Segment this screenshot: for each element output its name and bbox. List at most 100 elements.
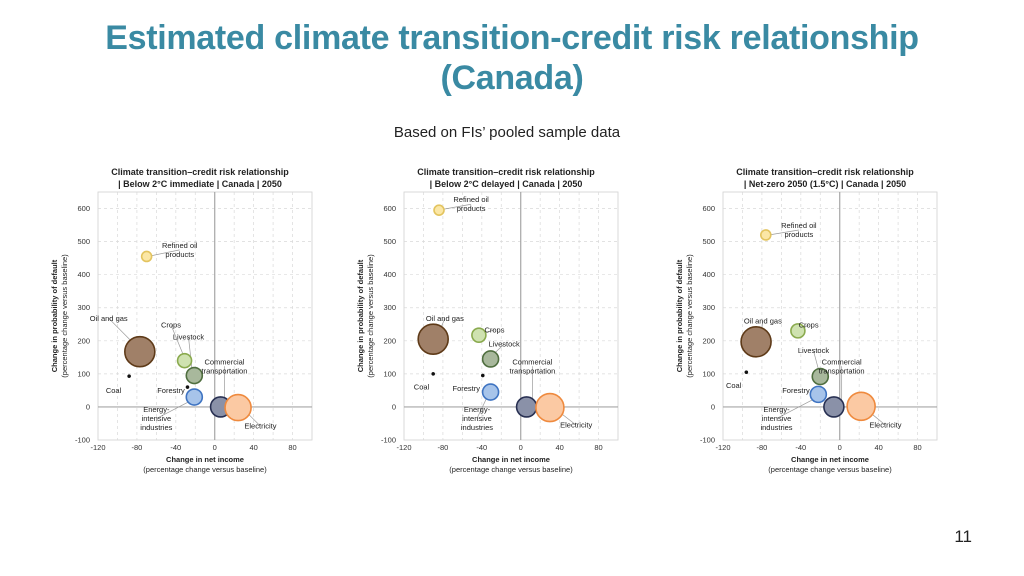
point-label-coal: Coal xyxy=(414,383,430,392)
bubble-oil-and-gas xyxy=(740,325,772,358)
y-tick-label: 400 xyxy=(383,270,396,279)
point-label-commercial-transportation: Commercial xyxy=(822,357,862,366)
y-axis-sublabel: (percentage change versus baseline) xyxy=(60,254,69,378)
bubble-livestock xyxy=(481,350,500,368)
label-leader-line xyxy=(147,249,180,257)
bubble-oil-and-gas xyxy=(124,335,156,368)
x-tick-label: 40 xyxy=(249,443,257,452)
x-tick-label: -80 xyxy=(131,443,142,452)
chart-title-line1: Climate transition–credit risk relations… xyxy=(417,167,595,177)
bubble-refined-oil-products xyxy=(140,250,153,263)
y-tick-label: 600 xyxy=(702,204,715,213)
x-tick-label: 0 xyxy=(838,443,842,452)
y-tick-label: 600 xyxy=(77,204,90,213)
point-label-forestry: Forestry xyxy=(157,386,185,395)
point-label-refined-oil-products: Refined oil xyxy=(453,195,489,204)
y-tick-label: 400 xyxy=(702,270,715,279)
chart-title-line2: | Below 2°C immediate | Canada | 2050 xyxy=(118,179,282,189)
slide-subtitle: Based on FIs’ pooled sample data xyxy=(393,124,621,141)
x-tick-label: 80 xyxy=(288,443,296,452)
x-axis-label: Change in net income xyxy=(791,455,869,464)
label-leader-line xyxy=(768,229,799,236)
bubble-energy-intensive-industries xyxy=(185,388,204,406)
point-label-commercial-transportation: Commercial xyxy=(204,357,244,366)
x-tick-label: 0 xyxy=(213,443,217,452)
y-tick-label: 300 xyxy=(702,303,715,312)
y-tick-label: 0 xyxy=(392,402,396,411)
bubble-coal xyxy=(431,372,436,376)
x-tick-label: 80 xyxy=(913,443,921,452)
page-number: 11 xyxy=(954,527,972,546)
label-leader-line xyxy=(776,398,816,419)
plot-area xyxy=(403,191,619,441)
x-tick-label: 0 xyxy=(519,443,523,452)
point-label-energy-intensive-industries: Energy- xyxy=(763,405,790,414)
y-tick-label: 500 xyxy=(383,237,396,246)
chart-title-line1: Climate transition–credit risk relations… xyxy=(736,167,914,177)
point-label-crops: Crops xyxy=(799,320,819,329)
bubble-livestock xyxy=(185,366,204,385)
chart-net-zero-2050: Climate transition–credit risk relations… xyxy=(675,167,938,474)
label-leader-line xyxy=(156,400,191,419)
point-label-oil-and-gas: Oil and gas xyxy=(90,314,128,323)
point-label-refined-oil-products: Refined oil xyxy=(162,241,198,250)
x-tick-label: -40 xyxy=(170,443,181,452)
slide-title-line2: (Canada) xyxy=(440,59,584,97)
y-tick-label: 100 xyxy=(702,369,715,378)
y-tick-label: 400 xyxy=(77,270,90,279)
x-tick-label: -120 xyxy=(715,443,730,452)
x-tick-label: 80 xyxy=(594,443,602,452)
point-label-livestock: Livestock xyxy=(798,346,830,355)
plot-area xyxy=(97,191,313,441)
bubble-electricity xyxy=(535,392,565,423)
y-tick-label: -100 xyxy=(700,436,715,445)
bubble-crops xyxy=(790,323,806,339)
label-leader-line xyxy=(476,395,488,419)
bubble-coal xyxy=(744,370,749,375)
bubble-commercial-transportation xyxy=(823,396,845,418)
point-label-refined-oil-products: products xyxy=(784,230,813,239)
point-label-refined-oil-products: products xyxy=(165,250,194,259)
bubble-crops xyxy=(176,352,193,369)
point-label-energy-intensive-industries: industries xyxy=(461,423,493,432)
chart-title-line2: | Below 2°C delayed | Canada | 2050 xyxy=(430,179,583,189)
bubble-livestock xyxy=(811,367,830,386)
y-axis-sublabel: (percentage change versus baseline) xyxy=(366,254,375,378)
label-leader-line xyxy=(188,336,193,373)
bubble-commercial-transportation xyxy=(515,396,538,418)
bubble-energy-intensive-industries xyxy=(809,385,828,404)
bubble-forestry xyxy=(480,373,485,378)
label-leader-line xyxy=(441,203,472,210)
point-label-commercial-transportation: Commercial xyxy=(512,357,552,366)
y-axis-label: Change in probability of default xyxy=(675,259,684,372)
plot-area xyxy=(722,191,938,441)
point-label-commercial-transportation: transportation xyxy=(509,366,555,375)
point-label-energy-intensive-industries: Energy- xyxy=(464,405,491,414)
y-tick-label: 500 xyxy=(77,237,90,246)
point-label-energy-intensive-industries: intensive xyxy=(462,414,492,423)
x-axis-sublabel: (percentage change versus baseline) xyxy=(143,465,267,474)
point-label-coal: Coal xyxy=(726,381,742,390)
y-axis-label: Change in probability of default xyxy=(356,259,365,372)
point-label-crops: Crops xyxy=(161,320,181,329)
bubble-crops xyxy=(471,327,487,343)
bubble-oil-and-gas xyxy=(417,323,449,355)
bubble-energy-intensive-industries xyxy=(481,383,500,401)
x-tick-label: -120 xyxy=(90,443,105,452)
y-axis-label: Change in probability of default xyxy=(50,259,59,372)
y-tick-label: 200 xyxy=(383,336,396,345)
y-tick-label: 200 xyxy=(77,336,90,345)
bubble-coal xyxy=(127,374,131,379)
x-axis-label: Change in net income xyxy=(472,455,550,464)
point-label-oil-and-gas: Oil and gas xyxy=(744,316,782,325)
x-tick-label: -80 xyxy=(756,443,767,452)
y-tick-label: 600 xyxy=(383,204,396,213)
slide-title-line1: Estimated climate transition-credit risk… xyxy=(105,19,919,57)
y-tick-label: 0 xyxy=(711,402,715,411)
point-label-energy-intensive-industries: intensive xyxy=(142,414,172,423)
y-tick-label: 100 xyxy=(77,369,90,378)
point-label-refined-oil-products: products xyxy=(457,204,486,213)
point-label-crops: Crops xyxy=(484,325,504,334)
point-label-electricity: Electricity xyxy=(244,422,276,431)
chart-below-2c-immediate: Climate transition–credit risk relations… xyxy=(50,167,313,474)
